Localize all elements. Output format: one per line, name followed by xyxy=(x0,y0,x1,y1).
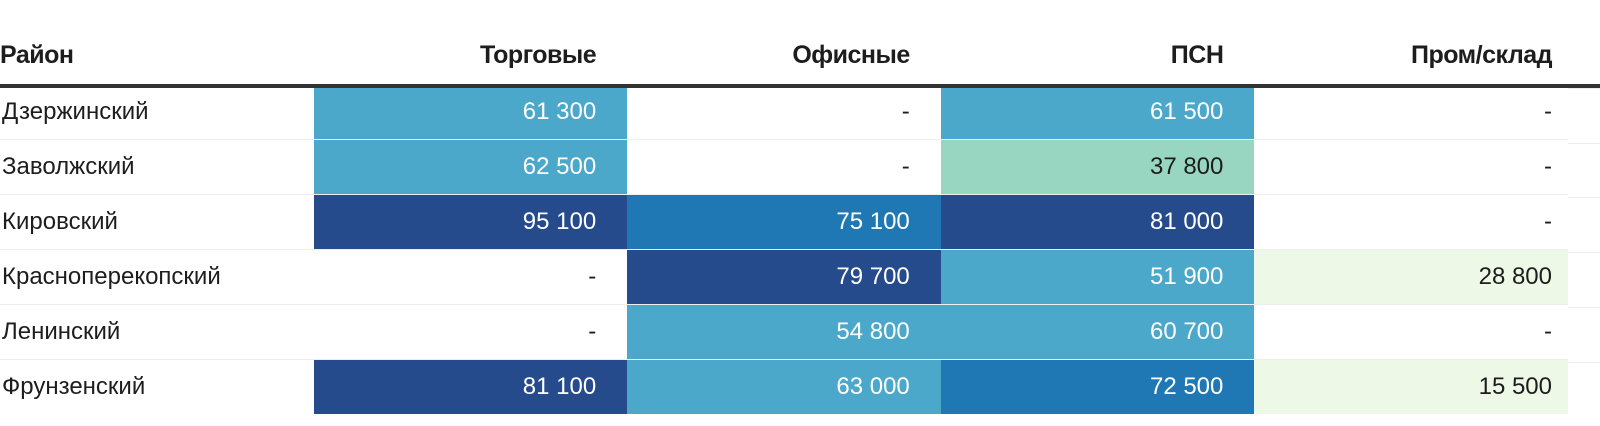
value-cell: - xyxy=(313,304,628,360)
value-cell: 61 500 xyxy=(940,84,1255,140)
row-divider xyxy=(1568,88,1600,89)
value-cell: 81 100 xyxy=(313,359,628,414)
value-cell: 62 500 xyxy=(313,139,628,195)
table-row: Заволжский 62 500-37 800- xyxy=(0,139,1568,195)
table-row: Кировский 95 100 75 100 81 000- xyxy=(0,194,1568,250)
value-cell: 75 100 xyxy=(627,194,941,250)
value-cell: 37 800 xyxy=(940,139,1255,195)
value-cell: 81 000 xyxy=(940,194,1255,250)
table-row: Ленинский -54 800 60 700- xyxy=(0,304,1568,360)
value-cell: 28 800 xyxy=(1254,249,1568,305)
value-cell: - xyxy=(627,139,941,195)
value-cell: - xyxy=(627,84,941,140)
row-divider xyxy=(1568,252,1600,254)
district-name: Заволжский xyxy=(0,139,314,195)
value-cell: 79 700 xyxy=(627,249,941,305)
value-cell: - xyxy=(1254,139,1568,195)
value-cell: - xyxy=(313,249,628,305)
value-cell: 95 100 xyxy=(313,194,628,250)
table-row: Дзержинский 61 300-61 500- xyxy=(0,84,1568,140)
column-header[interactable]: Пром/склад xyxy=(1411,40,1552,69)
value-cell: 51 900 xyxy=(940,249,1255,305)
value-cell: - xyxy=(1254,84,1568,140)
value-cell: 63 000 xyxy=(627,359,941,414)
column-header[interactable]: ПСН xyxy=(1170,40,1224,69)
district-name: Фрунзенский xyxy=(0,359,314,414)
row-divider xyxy=(1568,306,1600,308)
value-cell: 72 500 xyxy=(940,359,1255,414)
value-cell: - xyxy=(1254,304,1568,360)
value-cell: 60 700 xyxy=(940,304,1255,360)
value-cell: 61 300 xyxy=(313,84,628,140)
data-table: Район Торговые Офисные ПСН Пром/склад Дзержи… xyxy=(0,26,1568,414)
value-cell: 54 800 xyxy=(627,304,941,360)
table-row: Фрунзенский 81 100 63 000 72 500 15 500 xyxy=(0,359,1568,414)
column-header[interactable]: Офисные xyxy=(792,40,910,69)
row-divider xyxy=(1568,197,1600,199)
district-name: Кировский xyxy=(0,194,314,250)
header-divider xyxy=(0,84,1600,88)
row-divider xyxy=(1568,142,1600,144)
value-cell: 15 500 xyxy=(1254,359,1568,414)
column-header[interactable]: Торговые xyxy=(479,40,597,69)
value-cell: - xyxy=(1254,194,1568,250)
district-name: Дзержинский xyxy=(0,84,314,140)
column-header[interactable]: Район xyxy=(0,40,74,69)
table-row: Красноперекопский -79 700 51 900 28 800 xyxy=(0,249,1568,305)
district-name: Красноперекопский xyxy=(0,249,314,305)
row-divider xyxy=(1568,361,1600,363)
district-name: Ленинский xyxy=(0,304,314,360)
